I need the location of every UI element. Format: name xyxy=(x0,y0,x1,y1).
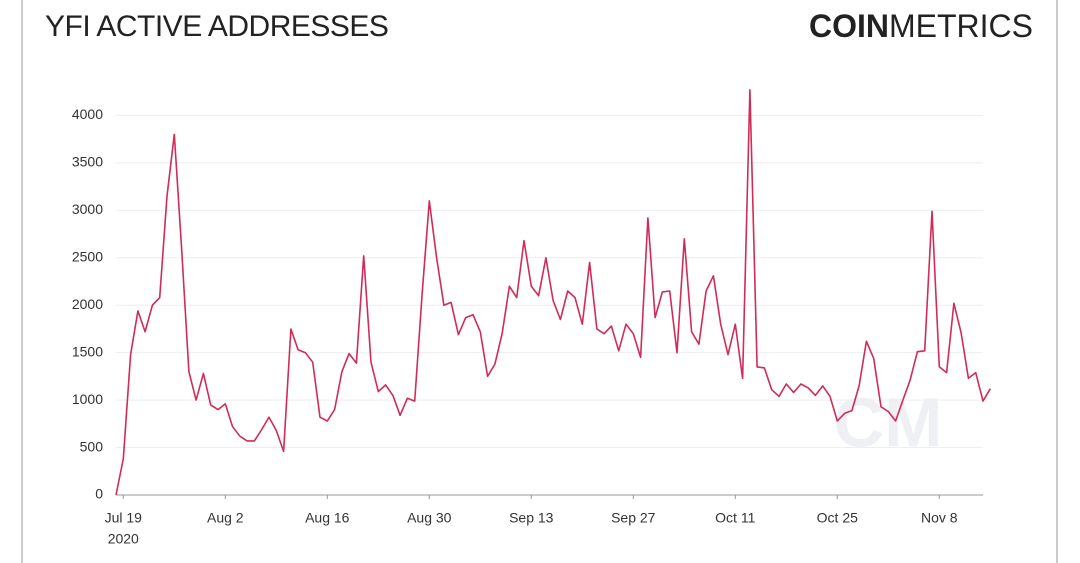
x-year-label: 2020 xyxy=(108,531,139,547)
brand-bold: COIN xyxy=(809,8,889,44)
brand-light: METRICS xyxy=(889,8,1033,44)
y-tick-label: 3000 xyxy=(72,201,103,217)
y-tick-label: 3500 xyxy=(72,154,103,170)
x-tick-label: Aug 16 xyxy=(305,510,350,526)
y-tick-label: 0 xyxy=(95,486,103,502)
data-line xyxy=(115,89,991,496)
y-tick-label: 2000 xyxy=(72,296,103,312)
x-tick-label: Sep 13 xyxy=(509,510,554,526)
x-tick-label: Aug 2 xyxy=(207,510,244,526)
x-tick-label: Nov 8 xyxy=(921,510,958,526)
brand-logo: COINMETRICS xyxy=(809,8,1033,44)
x-tick-label: Oct 11 xyxy=(715,510,755,526)
y-tick-label: 4000 xyxy=(72,106,103,122)
x-tick-label: Jul 19 xyxy=(105,510,143,526)
y-tick-label: 2500 xyxy=(72,248,103,264)
y-tick-label: 500 xyxy=(80,438,104,454)
x-tick-label: Sep 27 xyxy=(611,510,656,526)
y-tick-label: 1000 xyxy=(72,391,103,407)
watermark: CM xyxy=(834,383,943,461)
chart-title: YFI ACTIVE ADDRESSES xyxy=(45,10,388,43)
x-tick-label: Aug 30 xyxy=(407,510,452,526)
x-tick-label: Oct 25 xyxy=(817,510,858,526)
y-tick-label: 1500 xyxy=(72,343,103,359)
